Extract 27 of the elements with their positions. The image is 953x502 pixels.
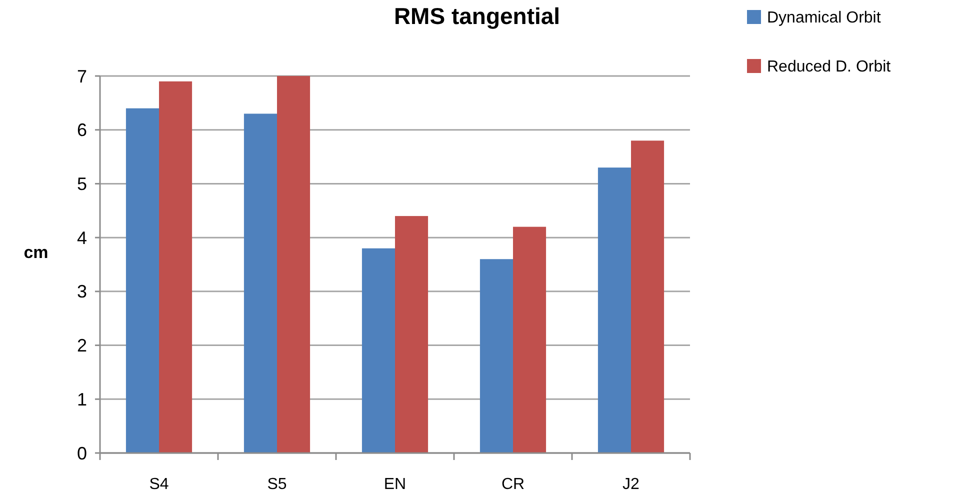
bar: [598, 168, 631, 453]
legend-label: Dynamical Orbit: [767, 10, 882, 27]
x-tick-label: EN: [384, 476, 406, 493]
chart-title: RMS tangential: [394, 3, 560, 29]
bar: [631, 140, 664, 453]
y-tick-label: 3: [76, 282, 87, 302]
y-tick-label: 6: [76, 120, 87, 140]
bar: [480, 259, 513, 453]
y-tick-label: 4: [76, 228, 87, 248]
bar: [159, 81, 192, 453]
legend-label: Reduced D. Orbit: [767, 58, 892, 76]
bar: [277, 76, 310, 453]
x-tick-label: S5: [267, 476, 287, 493]
x-tick-label: J2: [622, 476, 640, 493]
y-tick-label: 0: [76, 443, 87, 464]
bar: [362, 248, 395, 453]
x-tick-label: S4: [149, 476, 169, 493]
bar: [244, 114, 277, 453]
y-tick-label: 7: [76, 66, 87, 86]
bar: [513, 226, 546, 453]
x-tick-label: CR: [501, 476, 525, 493]
y-tick-label: 5: [76, 174, 87, 194]
y-tick-label: 1: [76, 389, 87, 410]
y-axis-title: cm: [24, 243, 48, 262]
y-tick-label: 2: [76, 336, 87, 356]
bar: [395, 216, 428, 453]
bar: [126, 108, 159, 453]
